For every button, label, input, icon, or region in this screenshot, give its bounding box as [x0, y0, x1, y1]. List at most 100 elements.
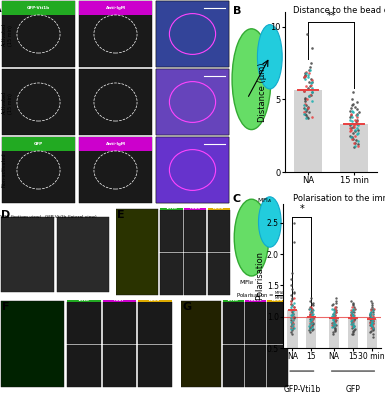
- Point: [305, 84, 311, 91]
- Point: [350, 124, 356, 130]
- Point: [369, 304, 375, 310]
- Point: [301, 100, 308, 107]
- Point: [309, 114, 315, 120]
- Point: [367, 314, 373, 320]
- Point: [348, 112, 355, 118]
- Point: [291, 304, 297, 310]
- Point: [289, 312, 295, 319]
- Point: [303, 112, 309, 118]
- Point: [289, 302, 295, 309]
- Text: MFI$_A$: MFI$_A$: [257, 196, 272, 204]
- Point: [367, 312, 373, 319]
- Point: [309, 323, 315, 329]
- Point: [309, 77, 315, 84]
- Point: [305, 71, 311, 78]
- Point: [369, 318, 375, 325]
- Point: [348, 320, 354, 327]
- Bar: [156, 69, 229, 135]
- Point: [351, 312, 357, 319]
- Point: [350, 312, 357, 318]
- Text: Anti-IgM: Anti-IgM: [105, 142, 126, 146]
- Point: [289, 307, 295, 314]
- Point: [307, 312, 313, 318]
- Point: [367, 315, 373, 322]
- Point: [368, 320, 375, 326]
- Point: [288, 331, 295, 338]
- Point: [331, 323, 338, 329]
- Circle shape: [232, 29, 271, 130]
- Point: [352, 140, 358, 146]
- Point: [351, 304, 357, 310]
- Bar: [223, 302, 244, 344]
- Point: [332, 326, 338, 332]
- Point: [307, 326, 313, 332]
- Point: [332, 312, 338, 319]
- Point: [309, 313, 315, 319]
- Point: [308, 92, 314, 98]
- Point: [309, 317, 315, 323]
- Point: [347, 116, 353, 123]
- Point: [370, 318, 376, 324]
- Point: [353, 137, 360, 143]
- Point: [348, 105, 354, 111]
- Bar: [367, 319, 377, 379]
- Point: [370, 308, 376, 315]
- Point: [370, 334, 376, 340]
- Point: [348, 127, 354, 133]
- Point: [308, 309, 315, 316]
- Bar: [67, 345, 101, 387]
- Bar: [294, 90, 322, 172]
- Point: [310, 326, 316, 332]
- Bar: [156, 137, 229, 203]
- Point: [308, 82, 314, 88]
- Point: [331, 315, 338, 322]
- Point: [367, 310, 373, 317]
- Point: [370, 326, 376, 332]
- Text: Actin: Actin: [149, 298, 161, 302]
- Point: [288, 321, 295, 328]
- Point: [351, 144, 357, 150]
- Point: [291, 300, 297, 306]
- Point: [353, 119, 359, 126]
- Point: [333, 298, 339, 304]
- Point: [290, 323, 296, 329]
- Bar: [1, 301, 64, 387]
- Point: [307, 83, 313, 89]
- Point: [348, 134, 354, 140]
- Point: [290, 327, 296, 334]
- Point: [351, 306, 357, 312]
- Bar: [2, 1, 75, 15]
- Point: [309, 318, 315, 325]
- Point: [348, 314, 354, 320]
- Point: [348, 310, 354, 317]
- Point: [306, 93, 312, 100]
- Point: [332, 320, 338, 327]
- Point: [308, 308, 314, 315]
- Point: [350, 302, 357, 309]
- Point: [355, 127, 361, 133]
- Bar: [287, 310, 298, 379]
- Text: Anti-IgM: Anti-IgM: [105, 6, 126, 10]
- Point: [306, 324, 313, 330]
- Circle shape: [258, 197, 281, 247]
- Point: [289, 318, 295, 325]
- Point: [370, 310, 376, 317]
- Point: [308, 60, 314, 66]
- Point: [354, 99, 360, 105]
- Point: [288, 312, 294, 318]
- Point: [290, 317, 296, 323]
- Text: F: F: [2, 302, 9, 312]
- Point: [349, 310, 355, 317]
- Point: [333, 295, 339, 301]
- Point: [369, 322, 375, 329]
- Point: [306, 79, 312, 85]
- Point: [370, 307, 377, 314]
- Point: [290, 310, 296, 317]
- Text: C: C: [233, 194, 241, 204]
- Point: [331, 314, 338, 320]
- Point: [310, 310, 316, 317]
- Point: [367, 329, 373, 336]
- Point: [307, 298, 313, 304]
- Point: [306, 323, 313, 329]
- Point: [288, 298, 295, 304]
